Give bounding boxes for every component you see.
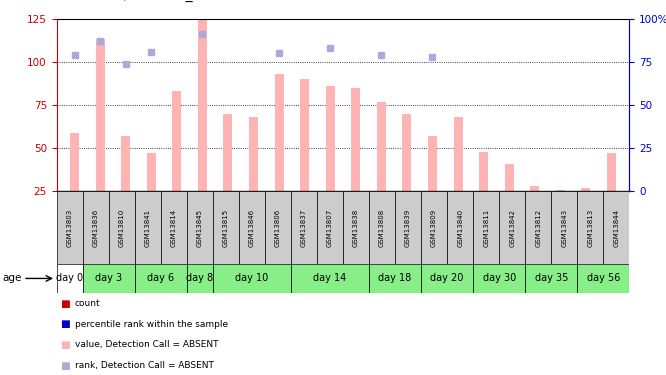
Bar bbox=[83, 191, 109, 264]
Text: day 56: day 56 bbox=[587, 273, 620, 284]
Bar bbox=[607, 153, 616, 191]
Text: GSM13806: GSM13806 bbox=[275, 209, 281, 247]
Bar bbox=[135, 191, 161, 264]
Bar bbox=[343, 191, 369, 264]
Text: day 8: day 8 bbox=[186, 273, 213, 284]
Text: GSM13807: GSM13807 bbox=[327, 209, 333, 247]
Bar bbox=[186, 264, 213, 292]
Bar bbox=[213, 191, 239, 264]
Bar bbox=[377, 102, 386, 191]
Bar bbox=[447, 191, 473, 264]
Text: rank, Detection Call = ABSENT: rank, Detection Call = ABSENT bbox=[75, 361, 214, 370]
Text: GSM13813: GSM13813 bbox=[587, 209, 593, 247]
Bar bbox=[402, 114, 412, 191]
Bar bbox=[291, 191, 317, 264]
Text: ■: ■ bbox=[60, 299, 70, 309]
Text: GSM13838: GSM13838 bbox=[353, 209, 359, 247]
Bar bbox=[135, 264, 186, 292]
Text: day 6: day 6 bbox=[147, 273, 174, 284]
Bar bbox=[473, 191, 500, 264]
Text: GSM13836: GSM13836 bbox=[93, 209, 99, 247]
Bar bbox=[505, 164, 513, 191]
Text: day 35: day 35 bbox=[535, 273, 568, 284]
Bar bbox=[186, 191, 213, 264]
Bar bbox=[369, 264, 421, 292]
Bar bbox=[351, 88, 360, 191]
Text: value, Detection Call = ABSENT: value, Detection Call = ABSENT bbox=[75, 340, 218, 350]
Bar bbox=[421, 264, 473, 292]
Text: day 18: day 18 bbox=[378, 273, 412, 284]
Text: ■: ■ bbox=[60, 320, 70, 329]
Text: GSM13837: GSM13837 bbox=[301, 209, 307, 247]
Bar bbox=[96, 39, 105, 191]
Bar bbox=[57, 191, 83, 264]
Bar bbox=[577, 191, 603, 264]
Text: GSM13811: GSM13811 bbox=[483, 209, 490, 247]
Bar bbox=[369, 191, 395, 264]
Bar bbox=[265, 191, 291, 264]
Text: GSM13844: GSM13844 bbox=[613, 209, 619, 247]
Bar bbox=[224, 114, 232, 191]
Text: GSM13808: GSM13808 bbox=[379, 209, 385, 247]
Text: day 3: day 3 bbox=[95, 273, 123, 284]
Text: GSM13841: GSM13841 bbox=[145, 209, 151, 247]
Bar bbox=[454, 117, 462, 191]
Text: day 14: day 14 bbox=[313, 273, 346, 284]
Text: GSM13843: GSM13843 bbox=[561, 209, 567, 247]
Text: GSM13839: GSM13839 bbox=[405, 209, 411, 247]
Bar bbox=[603, 191, 629, 264]
Text: day 0: day 0 bbox=[56, 273, 83, 284]
Text: age: age bbox=[2, 273, 21, 284]
Bar bbox=[577, 264, 629, 292]
Bar bbox=[57, 264, 83, 292]
Bar bbox=[525, 191, 551, 264]
Text: GDS605 / 102375_at: GDS605 / 102375_at bbox=[63, 0, 207, 2]
Bar bbox=[213, 264, 291, 292]
Text: GSM13812: GSM13812 bbox=[535, 209, 541, 247]
Bar bbox=[530, 186, 539, 191]
Bar bbox=[172, 91, 181, 191]
Bar bbox=[421, 191, 447, 264]
Text: GSM13809: GSM13809 bbox=[431, 209, 437, 247]
Bar bbox=[109, 191, 135, 264]
Bar bbox=[317, 191, 343, 264]
Text: GSM13814: GSM13814 bbox=[170, 209, 176, 247]
Text: percentile rank within the sample: percentile rank within the sample bbox=[75, 320, 228, 329]
Bar bbox=[161, 191, 186, 264]
Text: day 30: day 30 bbox=[483, 273, 516, 284]
Bar bbox=[274, 74, 284, 191]
Bar bbox=[70, 133, 79, 191]
Bar bbox=[428, 136, 437, 191]
Bar bbox=[198, 19, 207, 191]
Text: GSM13815: GSM13815 bbox=[223, 209, 229, 247]
Text: day 10: day 10 bbox=[235, 273, 268, 284]
Bar bbox=[147, 153, 156, 191]
Bar bbox=[291, 264, 369, 292]
Bar bbox=[300, 79, 309, 191]
Bar bbox=[326, 86, 335, 191]
Text: GSM13803: GSM13803 bbox=[67, 209, 73, 247]
Bar bbox=[500, 191, 525, 264]
Bar bbox=[525, 264, 577, 292]
Text: GSM13810: GSM13810 bbox=[119, 209, 125, 247]
Text: day 20: day 20 bbox=[430, 273, 464, 284]
Text: GSM13842: GSM13842 bbox=[509, 209, 515, 247]
Bar bbox=[581, 188, 590, 191]
Bar bbox=[473, 264, 525, 292]
Bar bbox=[121, 136, 130, 191]
Bar bbox=[83, 264, 135, 292]
Bar bbox=[479, 152, 488, 191]
Bar bbox=[556, 189, 565, 191]
Text: count: count bbox=[75, 299, 100, 308]
Bar bbox=[551, 191, 577, 264]
Bar bbox=[249, 117, 258, 191]
Bar bbox=[239, 191, 265, 264]
Text: GSM13840: GSM13840 bbox=[457, 209, 463, 247]
Text: GSM13845: GSM13845 bbox=[196, 209, 203, 247]
Text: GSM13846: GSM13846 bbox=[249, 209, 255, 247]
Text: ■: ■ bbox=[60, 361, 70, 370]
Bar bbox=[395, 191, 421, 264]
Text: ■: ■ bbox=[60, 340, 70, 350]
